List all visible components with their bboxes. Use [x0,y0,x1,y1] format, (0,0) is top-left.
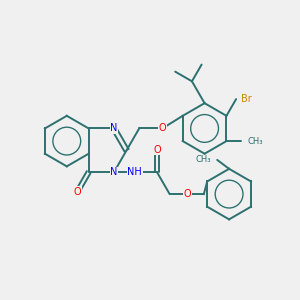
Text: O: O [153,145,161,155]
Text: N: N [110,167,118,177]
Text: O: O [184,189,191,199]
Text: O: O [74,187,81,196]
Text: CH₃: CH₃ [195,155,211,164]
Text: NH: NH [128,167,142,177]
Text: N: N [110,124,118,134]
Text: Br: Br [242,94,252,104]
Text: O: O [159,124,166,134]
Text: CH₃: CH₃ [247,136,263,146]
